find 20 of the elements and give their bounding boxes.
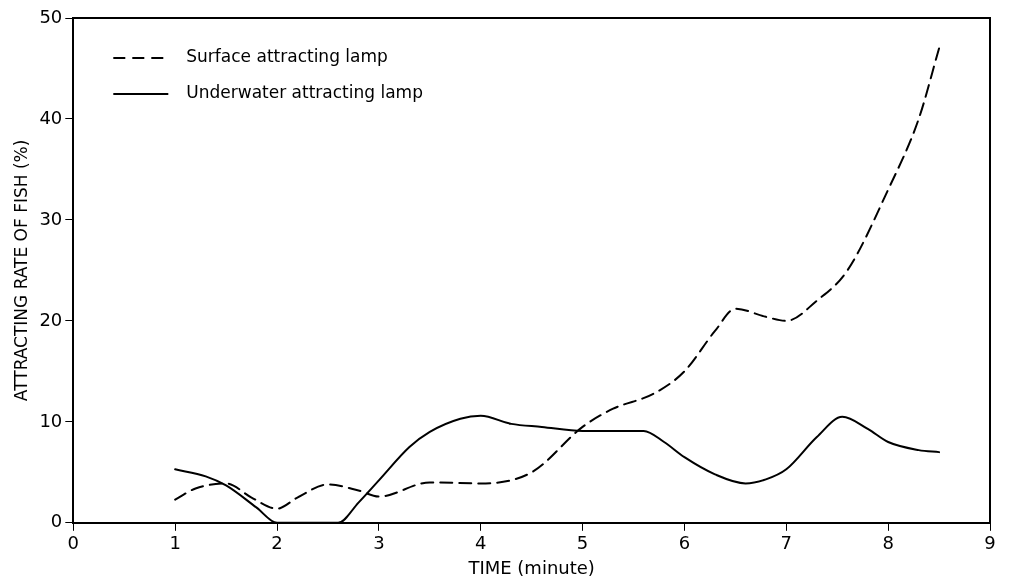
x-tick-label: 6 — [678, 532, 691, 554]
x-tick-label: 9 — [984, 532, 996, 554]
x-tick-label: 7 — [780, 532, 793, 554]
y-tick-label: 50 — [39, 5, 63, 27]
y-tick-label: 40 — [39, 106, 63, 128]
x-tick-label: 2 — [271, 532, 283, 554]
x-tick-label: 4 — [475, 532, 487, 554]
x-tick-label: 0 — [67, 532, 80, 554]
y-tick-label: 10 — [39, 409, 63, 431]
x-tick-label: 8 — [882, 532, 894, 554]
x-axis-title: TIME (minute) — [467, 556, 595, 578]
x-tick-label: 1 — [169, 532, 181, 554]
x-tick-label: 3 — [373, 532, 385, 554]
y-tick-label: 20 — [39, 308, 63, 330]
y-axis-title: ATTRACTING RATE OF FISH (%) — [10, 139, 31, 402]
y-tick-label: 0 — [50, 510, 63, 532]
y-tick-label: 30 — [39, 207, 63, 229]
legend-label: Underwater attracting lamp — [186, 82, 423, 103]
x-tick-label: 5 — [576, 532, 589, 554]
legend-label: Surface attracting lamp — [186, 46, 388, 67]
